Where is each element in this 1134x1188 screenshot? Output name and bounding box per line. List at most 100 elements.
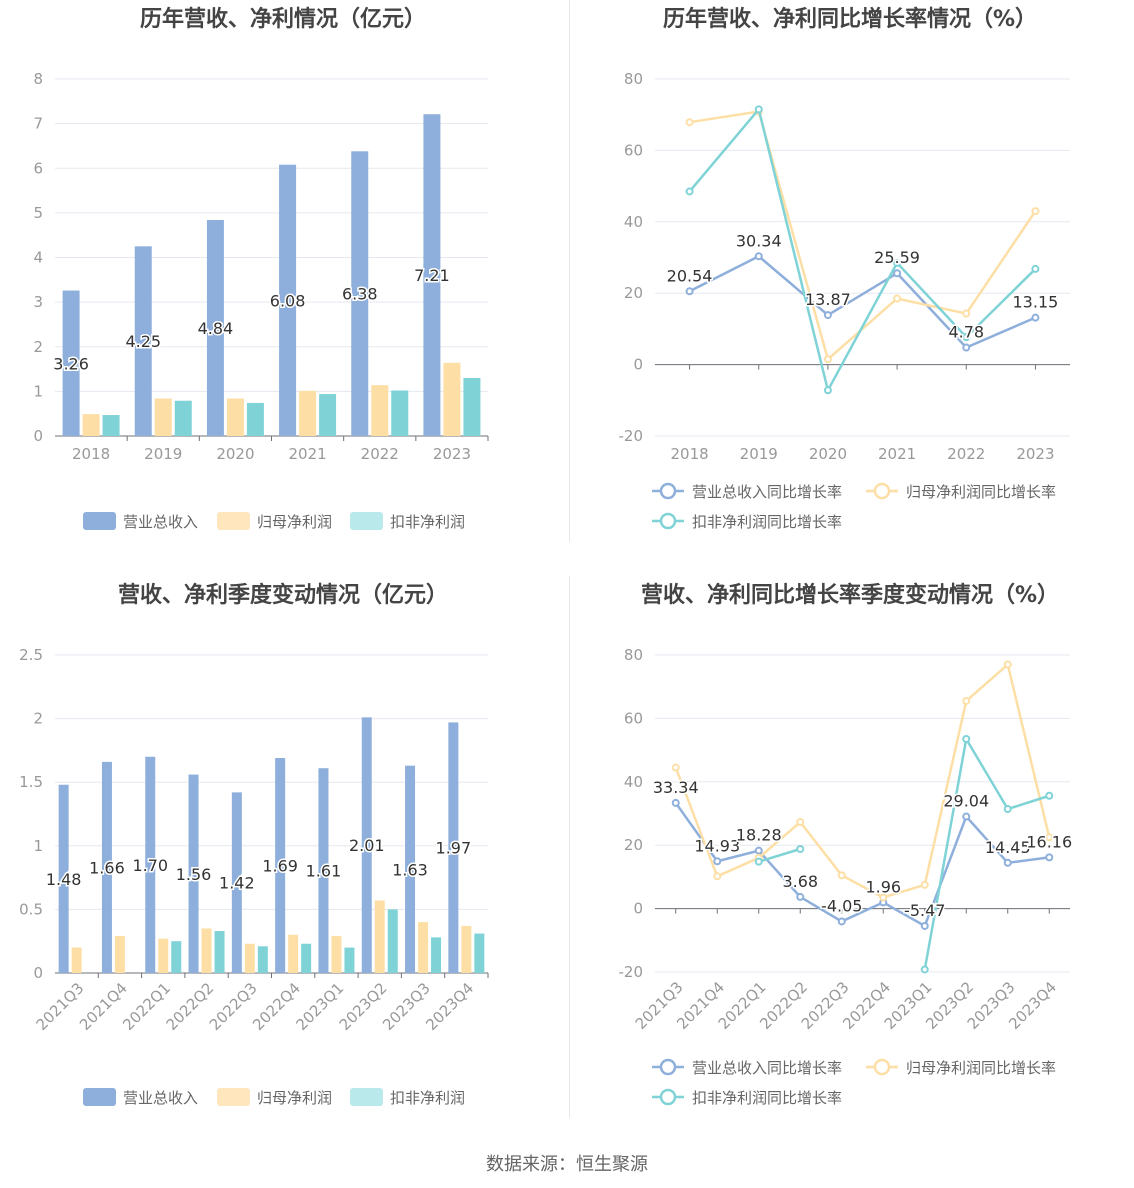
point-revenue-growth (893, 269, 902, 278)
point-revenue-growth (1031, 313, 1040, 322)
data-label: 4.84 (198, 319, 234, 338)
bar-deducted-profit (319, 394, 337, 436)
data-label: 1.66 (89, 858, 125, 877)
legend-swatch-marker (659, 482, 677, 500)
data-label: 13.87 (805, 290, 851, 309)
y-tick-label: 20 (624, 836, 643, 854)
y-tick-label: 1 (33, 382, 43, 400)
annual-revenue-profit-panel: 历年营收、净利情况（亿元） 0 1 2 3 4 5 6 7 8 2018 2019 2020 2021 20… (0, 0, 567, 576)
point-net-profit-growth (671, 763, 680, 772)
bar-deducted-profit (171, 941, 182, 973)
data-label: 6.38 (342, 285, 378, 304)
data-label: 29.04 (943, 792, 989, 811)
x-tick-label: 2020 (809, 445, 847, 463)
point-deducted-profit-growth (796, 845, 805, 854)
point-net-profit-growth (962, 696, 971, 705)
x-tick-label: 2023 (1016, 445, 1054, 463)
line-deducted-profit-growth (688, 106, 1037, 394)
point-net-profit-growth (796, 818, 805, 827)
bar-deducted-profit (344, 947, 355, 973)
point-deducted-profit-growth (685, 187, 694, 196)
bar-net-profit (82, 414, 100, 436)
point-revenue-growth (671, 798, 680, 807)
data-label: 4.78 (948, 323, 984, 342)
y-tick-label: 80 (624, 646, 643, 664)
data-label: 1.97 (436, 839, 472, 858)
point-net-profit-growth (920, 880, 929, 889)
legend-label: 归母净利润 (257, 513, 332, 531)
data-label: -5.47 (904, 901, 945, 920)
point-deducted-profit-growth (754, 857, 763, 866)
x-tick-label: 2023Q4 (422, 979, 477, 1034)
legend-swatch-marker (659, 1088, 677, 1106)
legend-label: 扣非净利润 (390, 1089, 465, 1107)
x-tick-label: 2023 (433, 445, 471, 463)
y-tick-label: 2 (33, 338, 43, 356)
data-label: 33.34 (653, 778, 699, 797)
bar-net-profit (371, 385, 389, 436)
bar-revenue (145, 756, 156, 973)
point-revenue-growth (754, 846, 763, 855)
chart-title: 历年营收、净利同比增长率情况（%） (663, 6, 1037, 32)
data-label: 1.48 (46, 870, 82, 889)
quarterly-revenue-profit-panel: 营收、净利季度变动情况（亿元） 0 0.5 1 1.5 2 2.5 2021Q3 2021Q4 2… (0, 576, 567, 1152)
bar-deducted-profit (463, 377, 481, 436)
panel-divider-top (569, 0, 570, 542)
bar-net-profit (418, 922, 429, 973)
point-net-profit-growth (1031, 207, 1040, 216)
point-net-profit-growth (879, 893, 888, 902)
data-label: 1.63 (392, 860, 428, 879)
y-tick-label: 80 (624, 70, 643, 88)
annual-growth-panel: 历年营收、净利同比增长率情况（%） -20 0 20 40 60 80 2018 2019 202… (567, 0, 1134, 576)
y-tick-label: 0 (633, 900, 643, 918)
bar-net-profit (331, 936, 342, 973)
legend-swatch (217, 1088, 250, 1106)
line-deducted-profit-growth (923, 735, 1050, 970)
bar-revenue (275, 758, 286, 973)
bar-net-profit (158, 938, 169, 973)
data-label: 4.25 (125, 332, 161, 351)
bar-revenue (134, 246, 152, 436)
y-tick-label: 5 (33, 204, 43, 222)
data-label: 25.59 (874, 248, 920, 267)
data-label: 1.96 (865, 877, 901, 896)
bar-revenue (101, 761, 112, 973)
point-revenue-growth (685, 287, 694, 296)
data-label: 18.28 (736, 826, 782, 845)
data-label: 1.70 (132, 856, 168, 875)
legend-swatch (217, 512, 250, 530)
data-label: 13.15 (1013, 293, 1059, 312)
data-label: 2.01 (349, 836, 385, 855)
bar-net-profit (71, 947, 82, 973)
line-revenue-growth (689, 254, 1036, 350)
legend-label: 营业总收入同比增长率 (692, 1059, 842, 1077)
bar-net-profit (374, 900, 385, 973)
bar-revenue (231, 792, 242, 973)
point-revenue-growth (1003, 858, 1012, 867)
bar-revenue (206, 220, 224, 436)
bar-net-profit (244, 943, 255, 973)
y-tick-label: -20 (619, 963, 644, 981)
point-revenue-growth (823, 311, 832, 320)
x-tick-label: 2021 (288, 445, 326, 463)
quarterly-growth-panel: 营收、净利同比增长率季度变动情况（%） -20 0 20 40 60 80 2021Q3 202… (567, 576, 1134, 1152)
legend-label: 归母净利润 (257, 1089, 332, 1107)
bar-net-profit (114, 936, 125, 973)
y-tick-label: 0 (33, 964, 43, 982)
y-tick-label: 7 (33, 115, 43, 133)
bar-revenue (318, 768, 329, 973)
bar-revenue (351, 151, 369, 437)
bar-net-profit (154, 398, 172, 436)
bar-revenue (58, 784, 69, 973)
point-deducted-profit-growth (1003, 805, 1012, 814)
bar-deducted-profit (474, 933, 485, 973)
legend-label: 归母净利润同比增长率 (906, 483, 1056, 501)
bar-deducted-profit (301, 943, 312, 973)
bar-deducted-profit (102, 415, 120, 436)
bar-revenue (279, 164, 297, 436)
data-label: 14.93 (694, 836, 740, 855)
x-tick-label: 2022 (947, 445, 985, 463)
point-deducted-profit-growth (823, 386, 832, 395)
point-net-profit-growth (962, 309, 971, 318)
x-tick-label: 2020 (216, 445, 254, 463)
